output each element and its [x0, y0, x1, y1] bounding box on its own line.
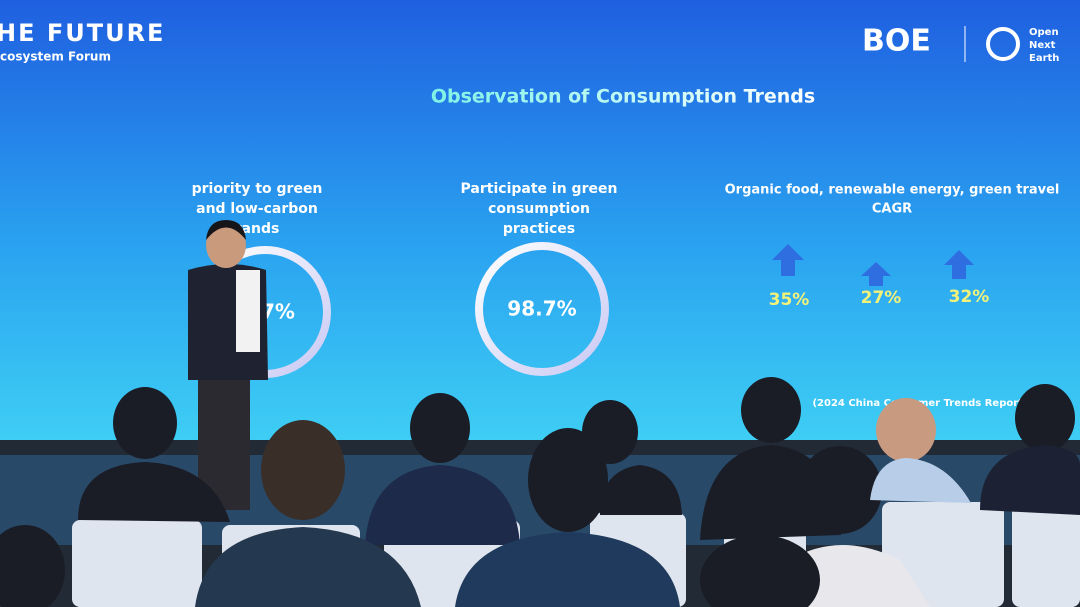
body	[195, 527, 421, 607]
logo-circle	[986, 27, 1020, 61]
body	[365, 465, 520, 545]
cagr-label: Organic food, renewable energy, green tr…	[725, 183, 1060, 198]
shirt	[236, 270, 260, 352]
head	[261, 420, 345, 520]
chair	[1012, 498, 1080, 607]
stat-label: Participate in green	[461, 181, 618, 197]
arrows	[772, 244, 974, 286]
ring	[475, 242, 609, 376]
event-title: HE FUTURE	[0, 19, 165, 47]
head	[410, 393, 470, 463]
head	[528, 428, 608, 532]
stat-2: Participate in green consumption practic…	[461, 181, 618, 376]
audience	[0, 377, 1080, 607]
tagline: Open	[1029, 27, 1059, 38]
stat-label: rands	[235, 221, 280, 237]
arrow	[944, 250, 974, 279]
body	[455, 532, 680, 607]
stat-label: priority to green	[192, 181, 323, 197]
head	[741, 377, 801, 443]
body	[600, 465, 682, 515]
hair	[206, 220, 246, 240]
head	[1015, 384, 1075, 452]
body	[870, 458, 971, 503]
cagr-value: 27%	[861, 288, 902, 308]
header: HE FUTURE cosystem Forum BOE Open Next E…	[0, 19, 1059, 64]
stat-label: consumption	[488, 201, 590, 217]
chair	[72, 520, 202, 607]
head	[876, 398, 936, 462]
head	[0, 525, 65, 607]
head	[113, 387, 177, 459]
arrow	[772, 244, 804, 276]
logo: BOE	[862, 24, 931, 59]
stat-label: practices	[503, 221, 575, 237]
body	[78, 462, 230, 522]
tagline: Earth	[1029, 53, 1059, 64]
head	[206, 222, 246, 268]
arrow	[861, 262, 891, 286]
slide-title: Observation of Consumption Trends	[431, 86, 815, 108]
cagr-value: 32%	[949, 287, 990, 307]
tagline: Next	[1029, 40, 1056, 51]
head	[798, 446, 882, 534]
stat-value: 98.7%	[507, 297, 576, 321]
head	[700, 535, 820, 607]
body	[980, 445, 1080, 515]
stat-label: and low-carbon	[196, 201, 318, 217]
cagr-value: 35%	[769, 290, 810, 310]
speaker	[188, 220, 268, 510]
cagr-label: CAGR	[872, 202, 912, 217]
event-subtitle: cosystem Forum	[0, 50, 111, 64]
